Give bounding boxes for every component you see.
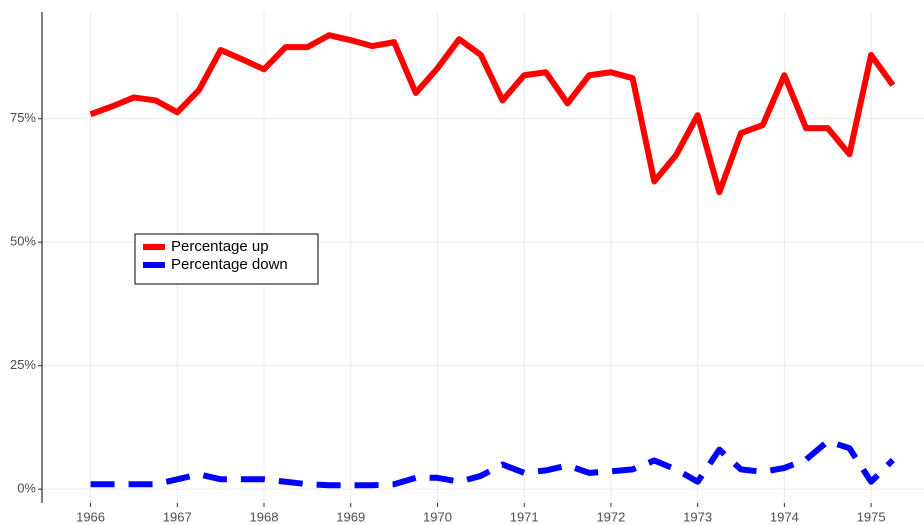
line: [90, 438, 895, 489]
legend-label: Percentage up: [171, 238, 269, 255]
x-tick-label: 1975: [857, 509, 886, 524]
legend-label: Percentage down: [171, 256, 288, 273]
x-tick-label: 1972: [596, 509, 625, 524]
x-tick-label: 1973: [683, 509, 712, 524]
x-tick-label: 1969: [336, 509, 365, 524]
x-tick-label: 1970: [423, 509, 452, 524]
y-tick-label: 0%: [17, 481, 36, 496]
x-tick-label: 1968: [250, 509, 279, 524]
y-tick-label: 75%: [10, 110, 36, 125]
y-tick-label: 25%: [10, 357, 36, 372]
line: [89, 32, 896, 196]
x-tick-label: 1966: [76, 509, 105, 524]
x-tick-label: 1967: [163, 509, 192, 524]
x-tick-label: 1974: [770, 509, 799, 524]
x-tick-label: 1971: [510, 509, 539, 524]
y-tick-label: 50%: [10, 234, 36, 249]
legend-box: [134, 233, 319, 285]
